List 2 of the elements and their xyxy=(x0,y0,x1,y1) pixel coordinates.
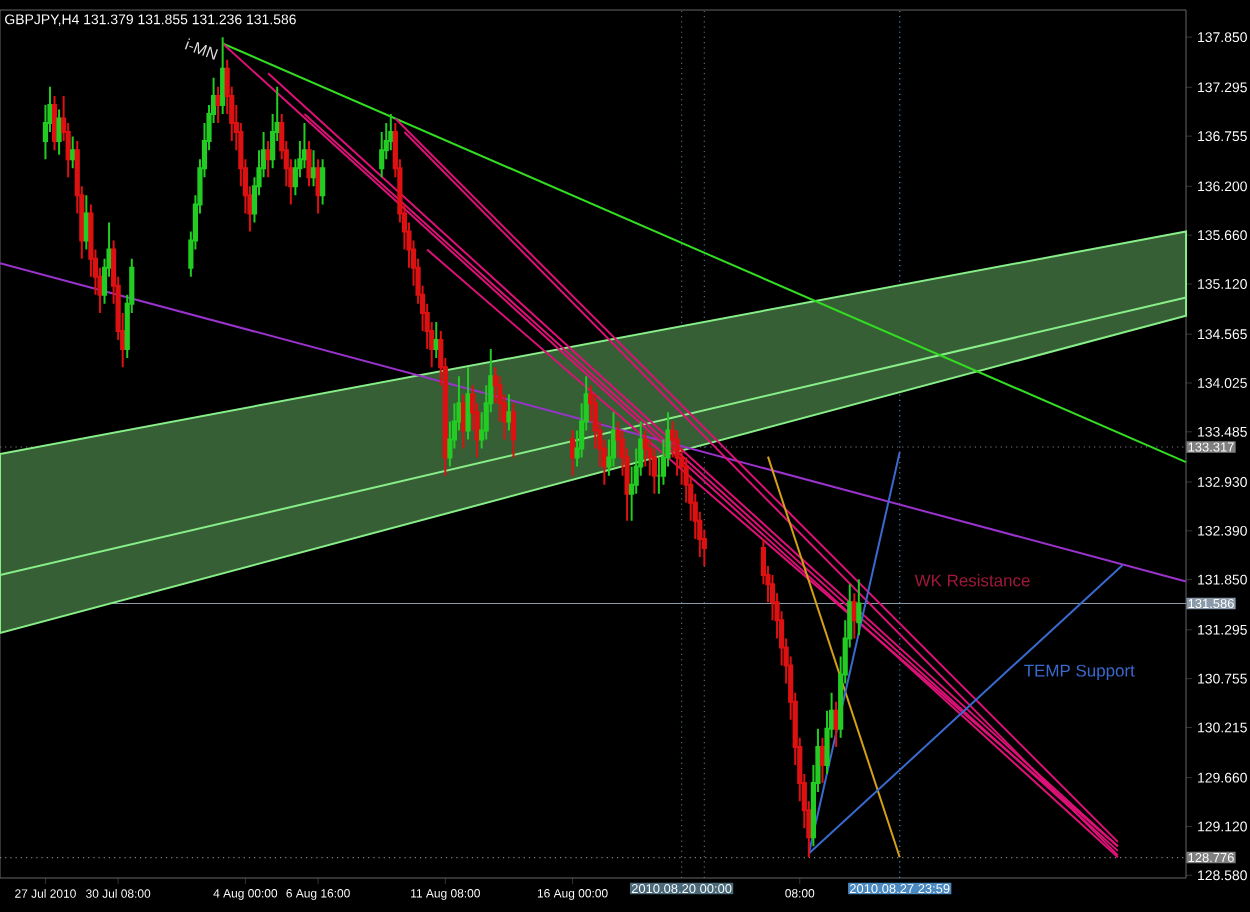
annotation: WK Resistance xyxy=(914,574,1030,587)
annotation: TEMP Support xyxy=(1024,664,1135,680)
